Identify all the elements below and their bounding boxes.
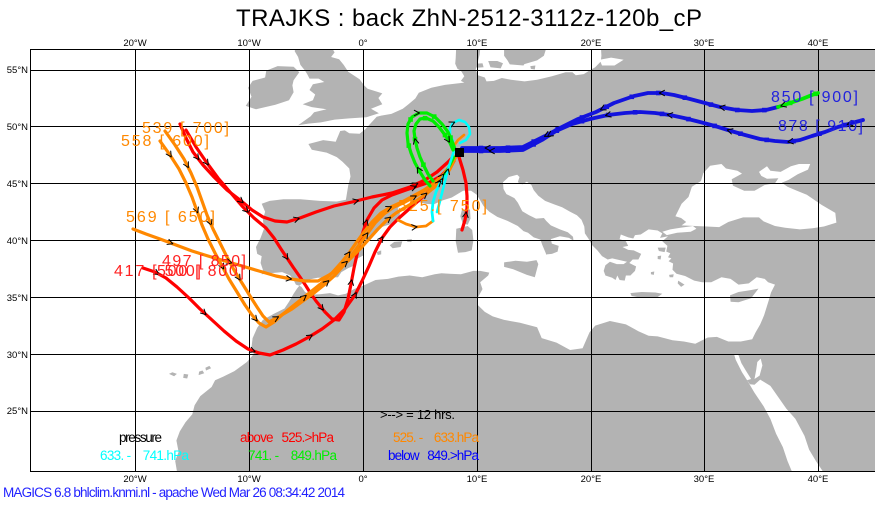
svg-text:525. - 633.hPa: 525. - 633.hPa: [393, 430, 479, 445]
svg-text:878 [ 910]: 878 [ 910]: [778, 118, 863, 135]
svg-text:45°N: 45°N: [7, 179, 28, 190]
svg-text:10°E: 10°E: [467, 474, 488, 485]
svg-text:0°: 0°: [358, 38, 367, 49]
svg-text:TRAJKS : back ZhN-2512-3112z-1: TRAJKS : back ZhN-2512-3112z-120b_cP: [236, 5, 702, 32]
svg-text:525.[ 750]: 525.[ 750]: [398, 198, 487, 215]
svg-text:558 [ 600]: 558 [ 600]: [121, 133, 209, 150]
svg-text:20°E: 20°E: [581, 474, 602, 485]
svg-text:>--> = 12 hrs.: >--> = 12 hrs.: [380, 407, 455, 422]
svg-text:10°W: 10°W: [237, 38, 260, 49]
svg-text:633. - 741.hPa: 633. - 741.hPa: [100, 448, 189, 463]
svg-text:40°E: 40°E: [808, 474, 829, 485]
svg-text:35°N: 35°N: [7, 293, 28, 304]
svg-text:pressure: pressure: [119, 430, 162, 445]
svg-text:10°W: 10°W: [237, 474, 260, 485]
svg-text:above 525.>hPa: above 525.>hPa: [240, 430, 334, 445]
svg-text:20°W: 20°W: [123, 38, 146, 49]
svg-text:30°E: 30°E: [694, 474, 715, 485]
svg-text:0°: 0°: [358, 474, 367, 485]
svg-text:850 [ 900]: 850 [ 900]: [771, 89, 858, 106]
svg-text:40°E: 40°E: [808, 38, 829, 49]
svg-text:30°N: 30°N: [7, 350, 28, 361]
svg-text:20°E: 20°E: [581, 38, 602, 49]
svg-text:below 849.>hPa: below 849.>hPa: [388, 448, 479, 463]
svg-text:25°N: 25°N: [7, 406, 28, 417]
svg-text:55°N: 55°N: [7, 65, 28, 76]
svg-text:50°N: 50°N: [7, 122, 28, 133]
svg-text:10°E: 10°E: [467, 38, 488, 49]
svg-text:741. - 849.hPa: 741. - 849.hPa: [248, 448, 337, 463]
svg-text:569 [ 650]: 569 [ 650]: [126, 209, 215, 226]
svg-text:30°E: 30°E: [694, 38, 715, 49]
svg-text:20°W: 20°W: [123, 474, 146, 485]
svg-text:MAGICS 6.8 bhlclim.knmi.nl - a: MAGICS 6.8 bhlclim.knmi.nl - apache Wed …: [3, 485, 345, 500]
svg-text:500 [ 800]: 500 [ 800]: [157, 263, 244, 280]
svg-text:40°N: 40°N: [7, 236, 28, 247]
